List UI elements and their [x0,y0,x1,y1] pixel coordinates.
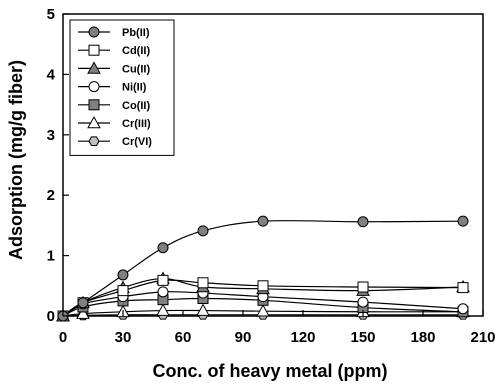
series-pb-ii [57,215,469,322]
x-tick-label: 150 [350,329,375,346]
legend-marker [88,26,100,38]
legend-marker [88,99,100,111]
data-point [197,225,209,237]
data-point [196,303,210,316]
legend-item-pb-ii: Pb(II) [78,26,150,39]
tick-labels: 0 30 60 90 120 150 180 210 0 1 2 3 4 5 [47,6,496,346]
data-point [257,215,269,227]
legend-item-cr-vi: Cr(VI) [78,136,152,148]
x-tick-label: 60 [175,329,192,346]
x-axis-title: Conc. of heavy metal (ppm) [152,361,387,381]
data-point [357,296,369,308]
x-tick-label: 120 [290,329,315,346]
y-tick-label: 2 [47,187,55,204]
x-tick-label: 30 [115,329,132,346]
plot-area [62,13,484,317]
data-point [457,215,469,227]
data-point [117,285,129,297]
legend-label: Cr(III) [122,118,151,130]
x-tick-label: 90 [235,329,252,346]
y-tick-label: 0 [47,308,55,325]
legend-label: Ni(II) [122,82,147,94]
legend-label: Co(II) [122,100,150,112]
legend-label: Pb(II) [122,27,150,39]
y-tick-label: 4 [47,66,56,83]
legend-marker [87,61,101,74]
y-tick-label: 3 [47,127,55,144]
legend-marker [87,115,101,129]
legend-label: Cu(II) [122,63,150,75]
y-tick-label: 1 [47,248,55,265]
data-point [117,269,129,281]
data-point [256,304,270,317]
legend-item-cr-iii: Cr(III) [78,115,151,130]
series-layer [56,215,470,322]
legend-item-cu-ii: Cu(II) [78,61,150,75]
legend-item-co-ii: Co(II) [78,99,150,112]
legend-marker [88,44,100,56]
data-point [157,274,169,286]
data-point [257,280,269,292]
legend-label: Cd(II) [122,45,150,57]
legend-box [69,19,175,156]
data-point [197,277,209,289]
legend-item-ni-ii: Ni(II) [78,81,147,94]
data-point [457,282,469,294]
data-point [357,281,369,293]
data-point [457,303,469,315]
data-point [157,242,169,254]
x-tick-label: 210 [470,329,495,346]
legend: Pb(II) Cd(II) Cu(II) Ni(II) Co(II) Cr(III) Cr(… [69,19,175,156]
data-point [156,303,170,316]
legend-marker [88,136,100,147]
legend-label: Cr(VI) [122,136,152,148]
data-point [157,286,169,298]
x-tick-label: 0 [59,329,67,346]
y-tick-label: 5 [47,6,55,23]
y-axis-title: Adsorption (mg/g fiber) [6,60,26,260]
data-point [77,297,89,309]
x-tick-label: 180 [410,329,435,346]
data-point [357,216,369,228]
legend-marker [88,81,100,93]
plot-frame [62,13,484,317]
legend-item-cd-ii: Cd(II) [78,44,150,57]
data-point [76,306,90,319]
